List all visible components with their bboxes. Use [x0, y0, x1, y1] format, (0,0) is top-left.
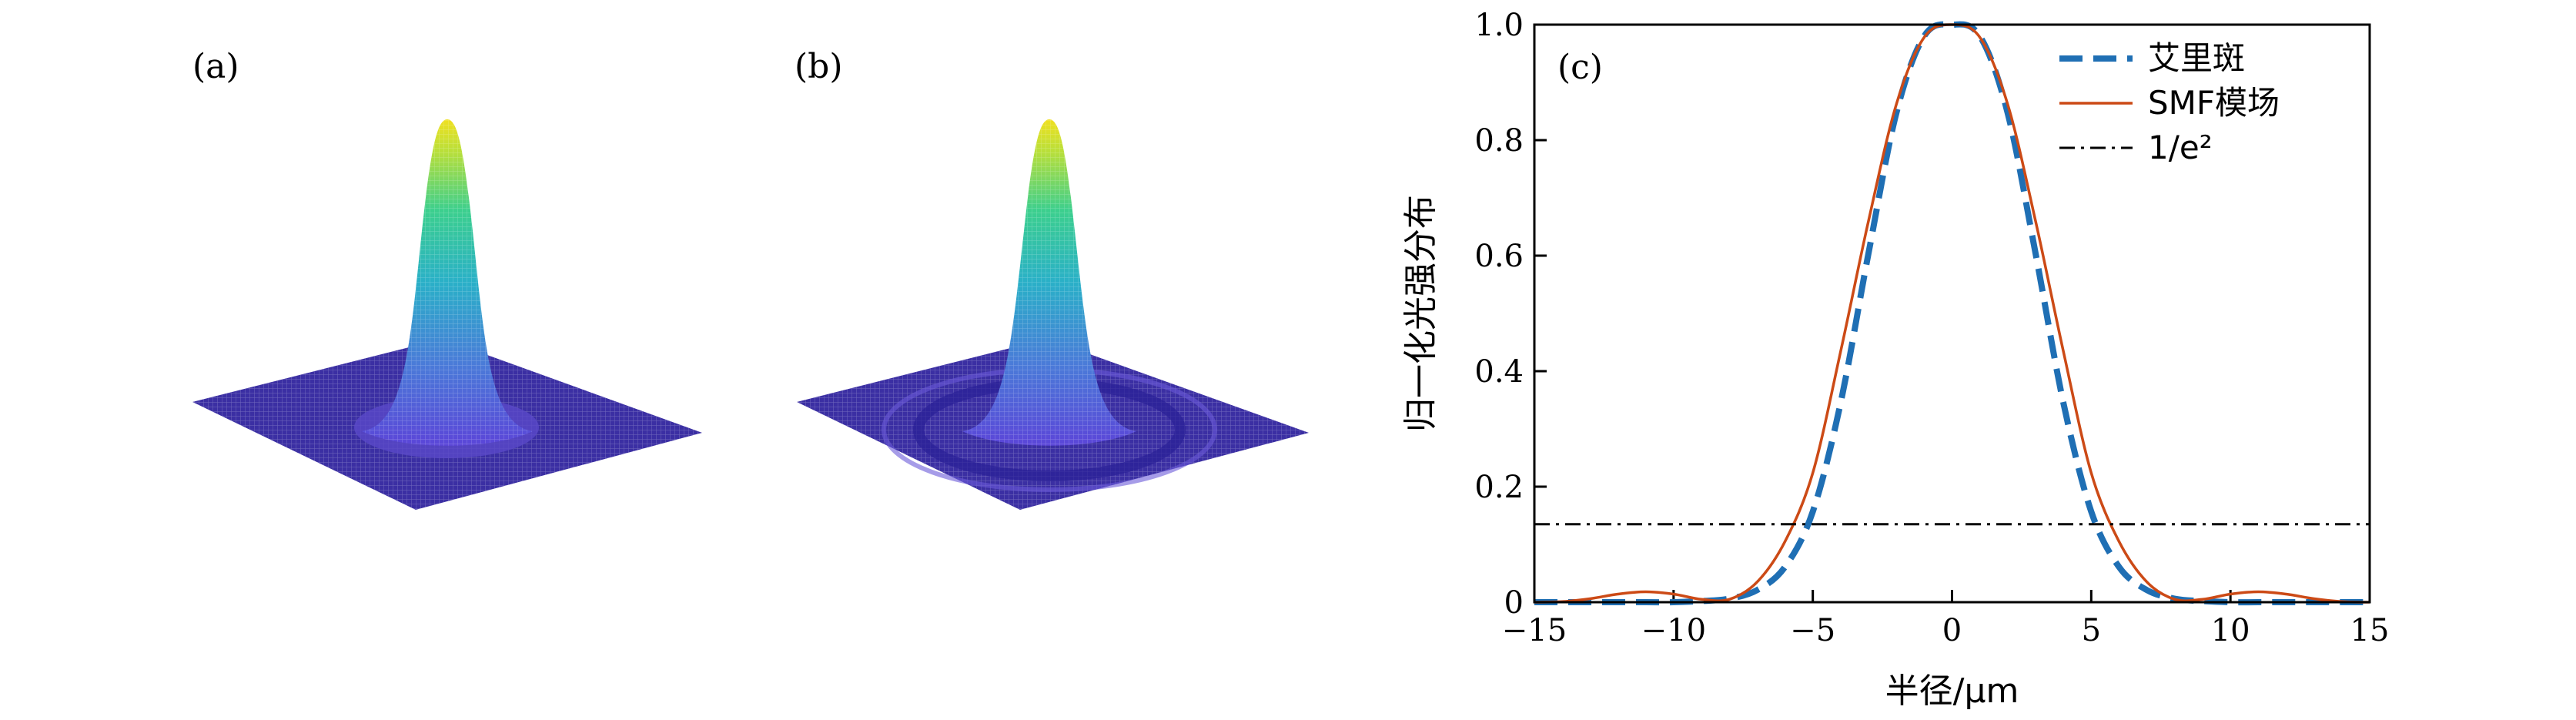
y-tick-label: 0.4 — [1474, 354, 1524, 390]
x-tick-label: −10 — [1641, 613, 1706, 648]
panel-c: 0 0.2 0.4 0.6 0.8 1.0 −15 −10 −5 0 5 10 15 (c) 半径/μ… — [1370, 0, 2576, 720]
x-axis-title: 半径/μm — [1885, 671, 2019, 711]
surface-b: (b) — [795, 47, 1309, 510]
x-tick-label: 5 — [2082, 613, 2101, 648]
legend: 艾里斑 SMF模场 1/e² — [2059, 39, 2280, 166]
y-tick-label: 0.6 — [1474, 239, 1524, 274]
x-ticks: −15 −10 −5 0 5 10 15 — [1502, 590, 2390, 648]
x-tick-label: 10 — [2211, 613, 2250, 648]
y-axis-title: 归一化光强分布 — [1401, 195, 1440, 432]
panel-a: (a) — [0, 0, 754, 720]
panel-label-a: (a) — [192, 47, 239, 86]
x-tick-label: 0 — [1942, 613, 1962, 648]
line-chart: 0 0.2 0.4 0.6 0.8 1.0 −15 −10 −5 0 5 10 15 (c) 半径/μ… — [1401, 8, 2390, 711]
y-tick-label: 0 — [1504, 585, 1524, 621]
x-tick-label: −15 — [1502, 613, 1567, 648]
x-tick-label: −5 — [1790, 613, 1835, 648]
y-tick-label: 0.2 — [1474, 470, 1524, 505]
surface-a: (a) — [192, 47, 702, 510]
legend-label-threshold: 1/e² — [2148, 129, 2213, 166]
panel-label-b: (b) — [795, 47, 843, 86]
x-tick-label: 15 — [2350, 613, 2390, 648]
legend-label-airy: 艾里斑 — [2148, 39, 2245, 77]
panel-b: (b) — [754, 0, 1370, 720]
plot-frame — [1533, 23, 2371, 604]
legend-label-smf: SMF模场 — [2148, 84, 2280, 122]
panel-label-c: (c) — [1557, 48, 1603, 87]
y-ticks: 0 0.2 0.4 0.6 0.8 1.0 — [1474, 8, 1547, 621]
y-tick-label: 1.0 — [1474, 8, 1524, 43]
y-tick-label: 0.8 — [1474, 123, 1524, 159]
